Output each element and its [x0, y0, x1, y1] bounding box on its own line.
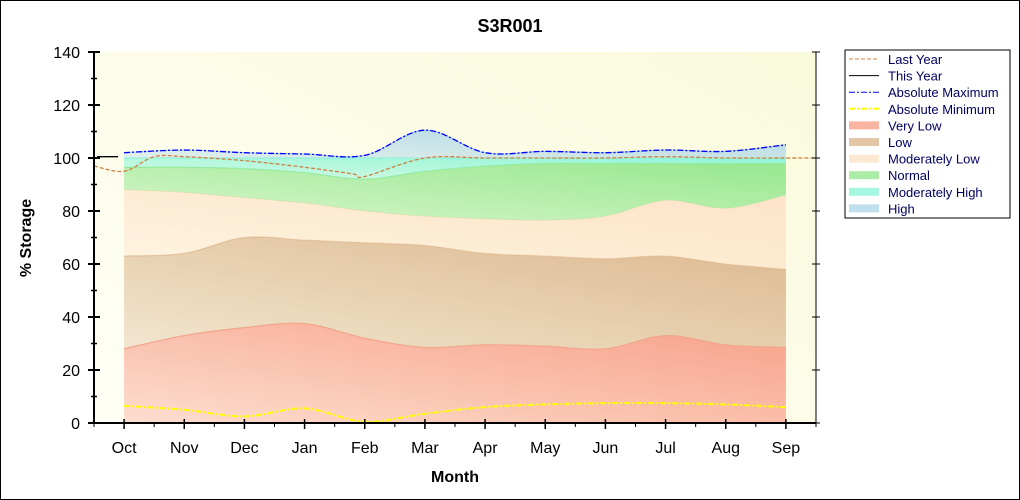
- y-tick-label: 40: [62, 310, 80, 327]
- line-absolute-maximum: [124, 129, 786, 158]
- x-tick-label: Aug: [712, 440, 740, 457]
- x-tick-label: Apr: [473, 440, 499, 457]
- y-tick-label: 60: [62, 257, 80, 274]
- chart-title: S3R001: [477, 16, 542, 36]
- legend-label: Moderately Low: [888, 152, 980, 167]
- legend-label: Normal: [888, 168, 930, 183]
- band-moderately-high: [124, 158, 786, 180]
- legend-swatch: [849, 121, 879, 130]
- y-tick-label: 20: [62, 363, 80, 380]
- y-tick-label: 140: [53, 45, 80, 62]
- legend-swatch: [849, 154, 879, 163]
- x-tick-label: Mar: [411, 440, 439, 457]
- legend-label: Absolute Minimum: [888, 102, 995, 117]
- y-tick-label: 0: [71, 416, 80, 433]
- legend-swatch: [849, 187, 879, 196]
- band-moderately-low: [124, 189, 786, 270]
- x-tick-label: Nov: [170, 440, 198, 457]
- legend-swatch: [849, 204, 879, 213]
- x-tick-label: May: [530, 440, 560, 457]
- band-normal: [124, 163, 786, 221]
- legend-label: Very Low: [888, 118, 942, 133]
- legend-label: Last Year: [888, 52, 943, 67]
- y-tick-label: 100: [53, 151, 80, 168]
- x-tick-label: Feb: [351, 440, 379, 457]
- x-tick-label: Jun: [593, 440, 619, 457]
- legend-label: Absolute Maximum: [888, 85, 999, 100]
- x-tick-label: Sep: [772, 440, 801, 457]
- x-tick-label: Dec: [230, 440, 258, 457]
- y-tick-label: 80: [62, 204, 80, 221]
- legend-label: Low: [888, 135, 912, 150]
- x-axis-label: Month: [431, 469, 479, 486]
- x-tick-label: Jan: [292, 440, 318, 457]
- legend-label: High: [888, 201, 915, 216]
- legend-label: Moderately High: [888, 185, 983, 200]
- band-very-low: [124, 323, 786, 423]
- legend-label: This Year: [888, 69, 943, 84]
- y-axis-label: % Storage: [18, 199, 35, 277]
- y-tick-label: 120: [53, 98, 80, 115]
- x-tick-label: Oct: [112, 440, 137, 457]
- x-tick-label: Jul: [655, 440, 675, 457]
- band-edge: [124, 236, 786, 270]
- band-high: [124, 130, 786, 158]
- line-last-year: [93, 154, 817, 179]
- legend-swatch: [849, 138, 879, 146]
- band-low: [124, 236, 786, 350]
- legend-swatch: [849, 171, 879, 180]
